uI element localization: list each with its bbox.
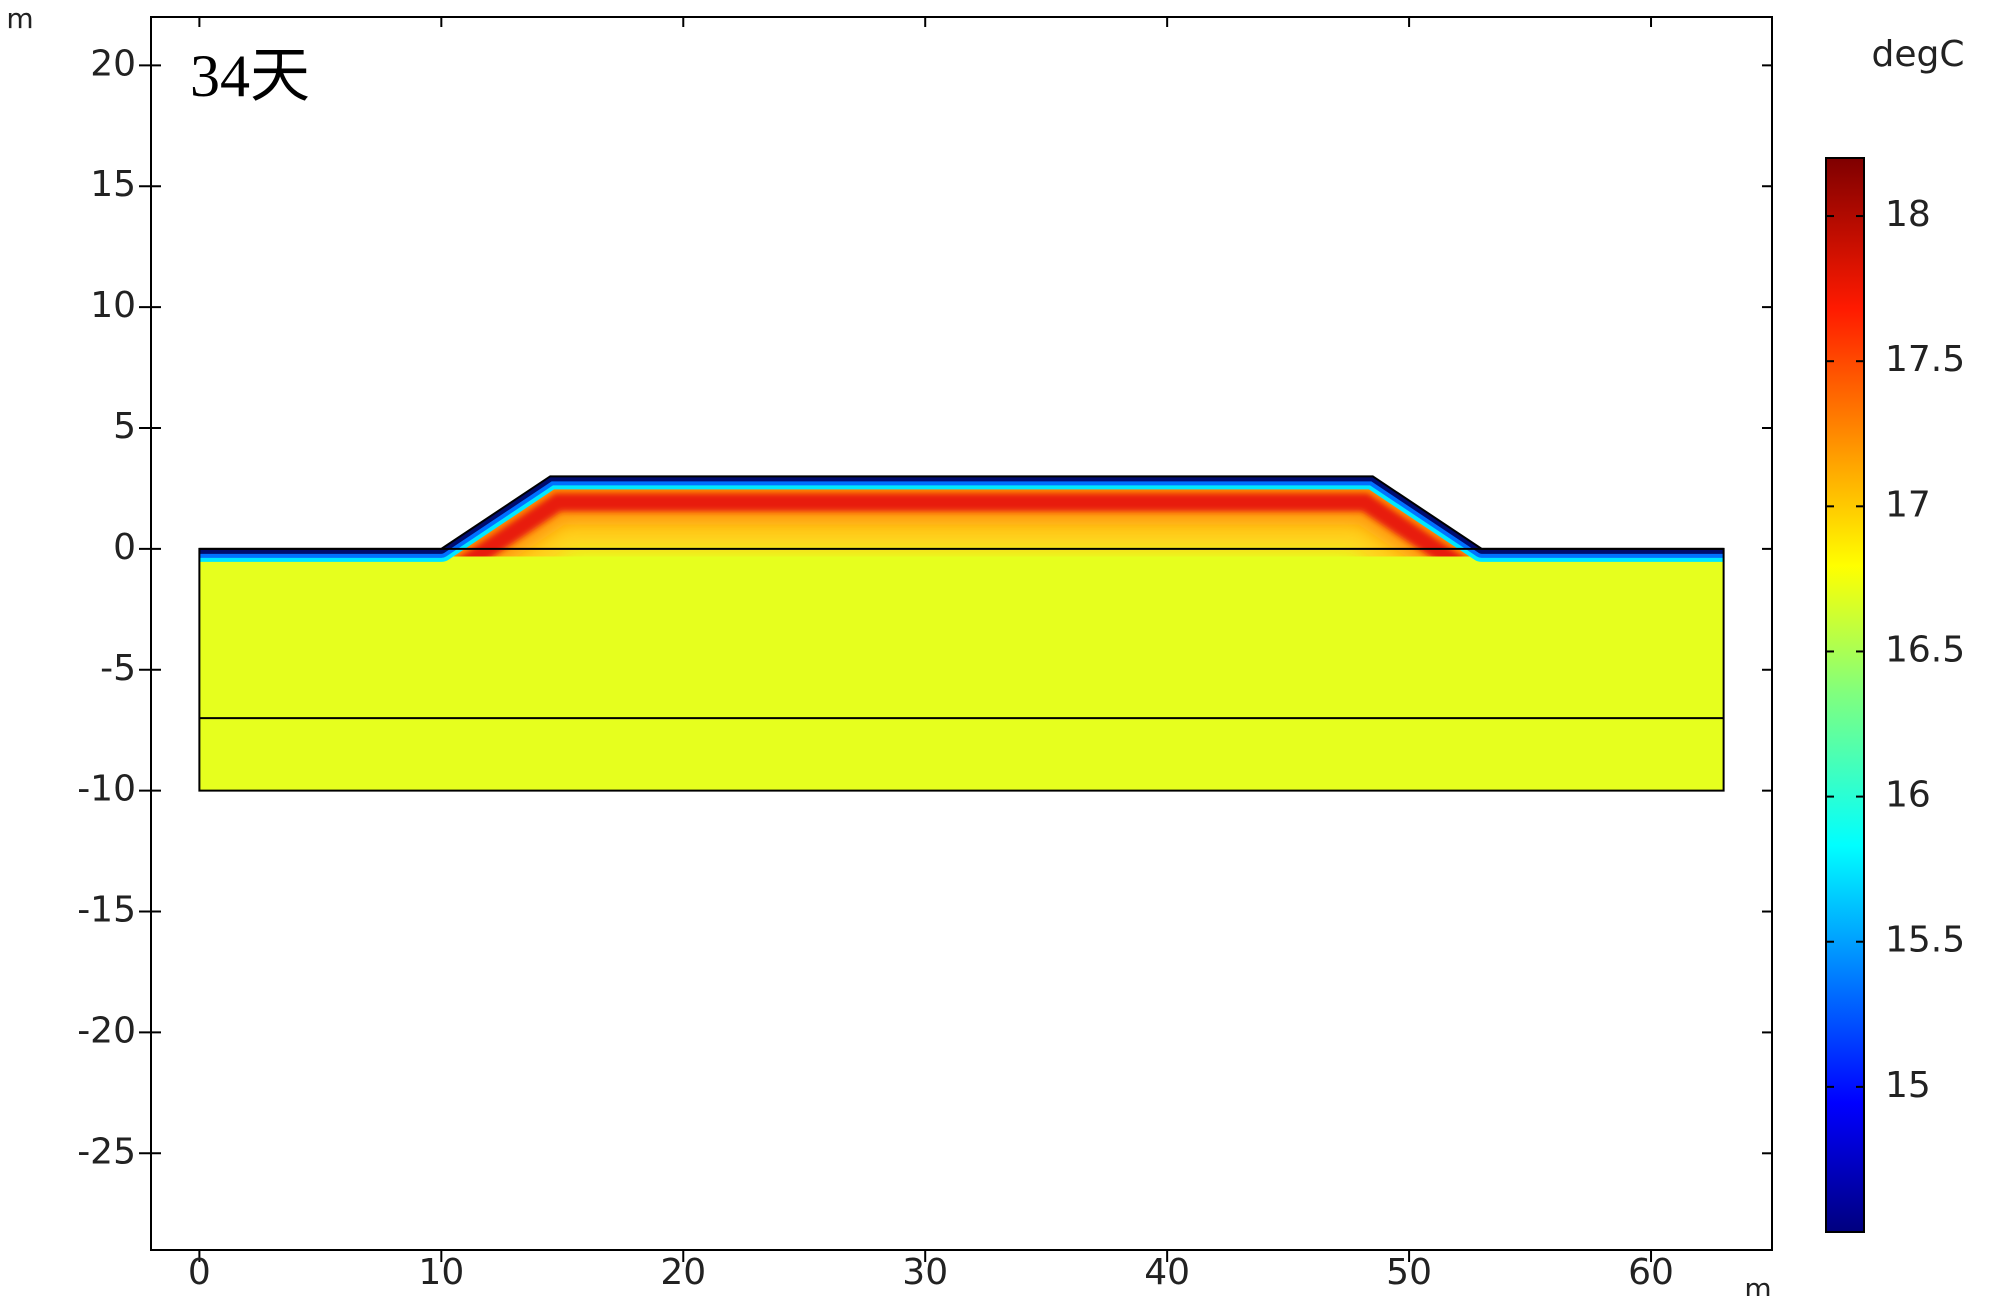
colorbar-tick-label: 17: [1885, 484, 1931, 525]
chart-title: 34天: [190, 43, 310, 109]
y-tick-label: 15: [90, 164, 136, 205]
y-tick-label: -10: [77, 769, 136, 810]
colorbar-tick-label: 17.5: [1885, 339, 1965, 380]
y-tick-label: -25: [77, 1131, 136, 1172]
colorbar-tick-label: 18: [1885, 194, 1931, 235]
y-tick-label: 20: [90, 43, 136, 84]
colorbar-label: degC: [1872, 34, 1965, 75]
colorbar-tick-label: 16: [1885, 775, 1931, 816]
y-tick-label: -15: [77, 890, 136, 931]
y-tick-label: -5: [100, 648, 136, 689]
x-tick-label: 30: [902, 1252, 948, 1293]
y-tick-label: 10: [90, 285, 136, 326]
y-axis-unit: m: [6, 2, 33, 35]
y-tick-label: 0: [113, 527, 136, 568]
x-tick-label: 60: [1628, 1252, 1674, 1293]
x-tick-label: 0: [188, 1252, 211, 1293]
field-base: [199, 476, 1724, 791]
y-tick-label: -20: [77, 1010, 136, 1051]
y-tick-label: 5: [113, 406, 136, 447]
colorbar-tick-label: 15.5: [1885, 920, 1965, 961]
x-tick-label: 10: [418, 1252, 464, 1293]
x-tick-label: 40: [1144, 1252, 1190, 1293]
colorbar-tick-label: 15: [1885, 1065, 1931, 1106]
x-tick-label: 20: [660, 1252, 706, 1293]
x-axis-unit: m: [1744, 1272, 1771, 1296]
colorbar: [1825, 157, 1865, 1233]
colorbar-tick-label: 16.5: [1885, 629, 1965, 670]
domain-boundary: [198, 475, 1725, 792]
x-tick-label: 50: [1386, 1252, 1432, 1293]
